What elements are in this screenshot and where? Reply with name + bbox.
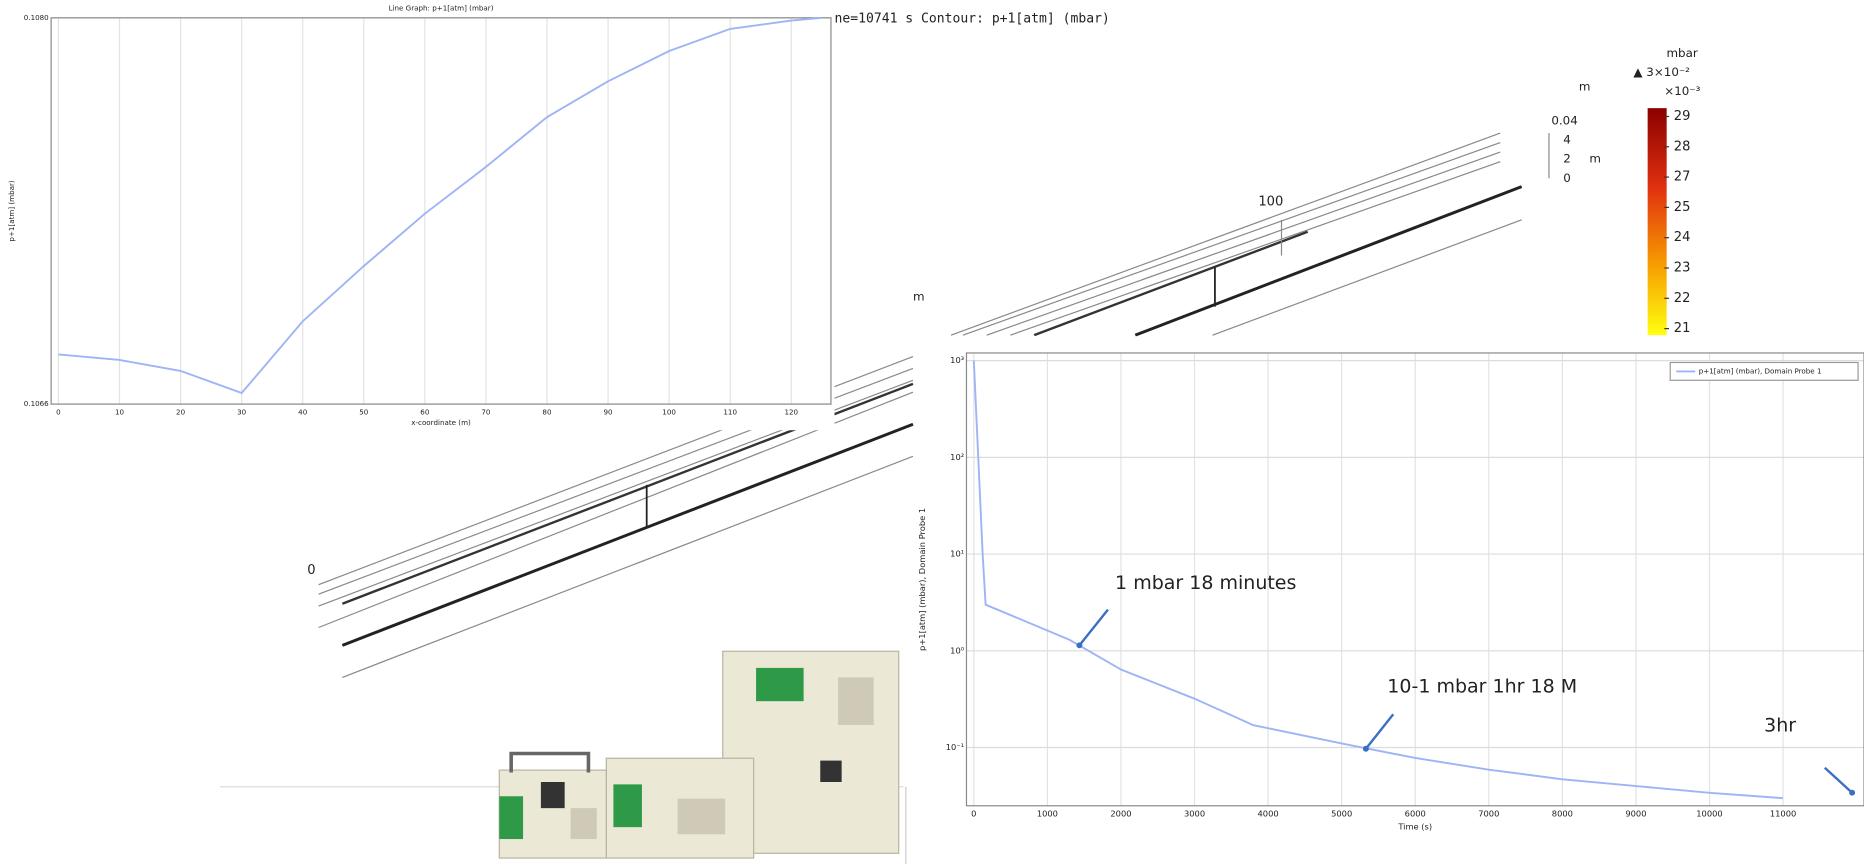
contour-label: m [913, 290, 925, 304]
colorbar-tick-label: 22 [1674, 291, 1691, 306]
colorbar-tick-label: 27 [1674, 170, 1691, 185]
y-tick-label: 10² [950, 452, 964, 462]
x-tick-label: 0 [56, 407, 61, 416]
x-tick-label: 10000 [1696, 809, 1722, 819]
plot-frame [50, 17, 832, 405]
y-axis-label: p+1[atm] (mbar), Domain Probe 1 [917, 508, 927, 651]
x-tick-label: 3000 [1184, 809, 1205, 819]
y-tick-label: 10⁻¹ [946, 742, 964, 752]
plot-frame [965, 352, 1864, 807]
data-line [972, 360, 1784, 800]
pump-photo [219, 650, 907, 864]
colorbar-max: ▲ 3×10⁻² [1633, 65, 1690, 79]
colorbar [1647, 108, 1667, 336]
x-tick-label: 100 [662, 407, 676, 416]
y-tick-label: 10⁰ [950, 645, 965, 655]
legend-label: p+1[atm] (mbar), Domain Probe 1 [1699, 366, 1822, 375]
y-tick-label: 0.1080 [24, 13, 49, 22]
x-axis-label: Time (s) [1397, 822, 1432, 832]
x-tick-label: 0 [971, 809, 976, 819]
annotation-arrow [1078, 608, 1109, 647]
colorbar-unit: mbar [1666, 46, 1697, 60]
x-tick-label: 50 [359, 407, 369, 416]
chart-panel [929, 336, 1864, 864]
colorbar-tick-label: 28 [1674, 139, 1691, 154]
annotation-arrow [1364, 713, 1395, 750]
x-tick-label: 6000 [1405, 809, 1426, 819]
x-tick-label: 2000 [1110, 809, 1131, 819]
x-axis-label: x-coordinate (m) [411, 418, 471, 427]
annotation: 1 mbar 18 minutes [1115, 572, 1296, 594]
contour-label: 0 [307, 563, 315, 578]
annotation: 3hr [1764, 715, 1796, 737]
arrow-head [1362, 745, 1369, 752]
x-tick-label: 10 [115, 407, 125, 416]
x-tick-label: 40 [298, 407, 308, 416]
y-tick-label: 0.1066 [24, 399, 49, 408]
x-tick-label: 30 [237, 407, 247, 416]
arrow-head [1849, 789, 1856, 796]
y-axis-label: p+1[atm] (mbar) [7, 180, 16, 241]
y-tick-label: 10¹ [950, 549, 964, 559]
chart-title: Line Graph: p+1[atm] (mbar) [389, 3, 494, 12]
chart: Line Graph: p+1[atm] (mbar) 0 10 20 30 40 50 60… [7, 3, 832, 427]
x-tick-label: 80 [542, 407, 552, 416]
x-tick-label: 1000 [1037, 809, 1058, 819]
colorbar-tick-label: 29 [1674, 109, 1691, 124]
scale-unit: m [1589, 152, 1601, 166]
scale-unit: m [1579, 79, 1591, 93]
colorbar-ticks: 29 28 27 25 24 23 22 21 [1664, 109, 1690, 336]
contour-label: 100 [1258, 195, 1283, 210]
colorbar-tick-label: 21 [1674, 321, 1691, 336]
x-tick-label: 11000 [1770, 809, 1796, 819]
data-line [58, 16, 822, 395]
colorbar-tick-label: 24 [1674, 230, 1691, 245]
scale-tick: 2 [1563, 152, 1571, 166]
chart: 0 1000 2000 3000 4000 5000 6000 7000 8000 9000 100… [917, 352, 1864, 832]
colorbar-multiplier: ×10⁻³ [1664, 84, 1700, 98]
x-tick-label: 9000 [1625, 809, 1646, 819]
chart-panel [0, 0, 835, 431]
arrow-head [1076, 642, 1083, 649]
annotation: 10-1 mbar 1hr 18 M [1387, 675, 1577, 697]
colorbar-tick-label: 25 [1674, 200, 1691, 215]
contour-title: ne=10741 s Contour: p+1[atm] (mbar) [835, 12, 1110, 27]
y-tick-label: 10³ [950, 355, 964, 365]
x-tick-label: 70 [481, 407, 491, 416]
scale-tick: 0 [1563, 171, 1571, 185]
x-tick-label: 20 [176, 407, 186, 416]
scale-tick: 4 [1563, 133, 1571, 147]
colorbar-tick-label: 23 [1674, 260, 1691, 275]
legend-box [1669, 361, 1859, 381]
x-tick-label: 110 [723, 407, 737, 416]
x-tick-label: 5000 [1331, 809, 1352, 819]
x-tick-label: 120 [784, 407, 798, 416]
x-tick-label: 90 [604, 407, 614, 416]
x-tick-label: 7000 [1478, 809, 1499, 819]
x-tick-label: 60 [420, 407, 430, 416]
annotation-arrow [1823, 766, 1853, 794]
x-tick-label: 8000 [1552, 809, 1573, 819]
scale-tick: 0.04 [1551, 114, 1577, 128]
x-tick-label: 4000 [1258, 809, 1279, 819]
